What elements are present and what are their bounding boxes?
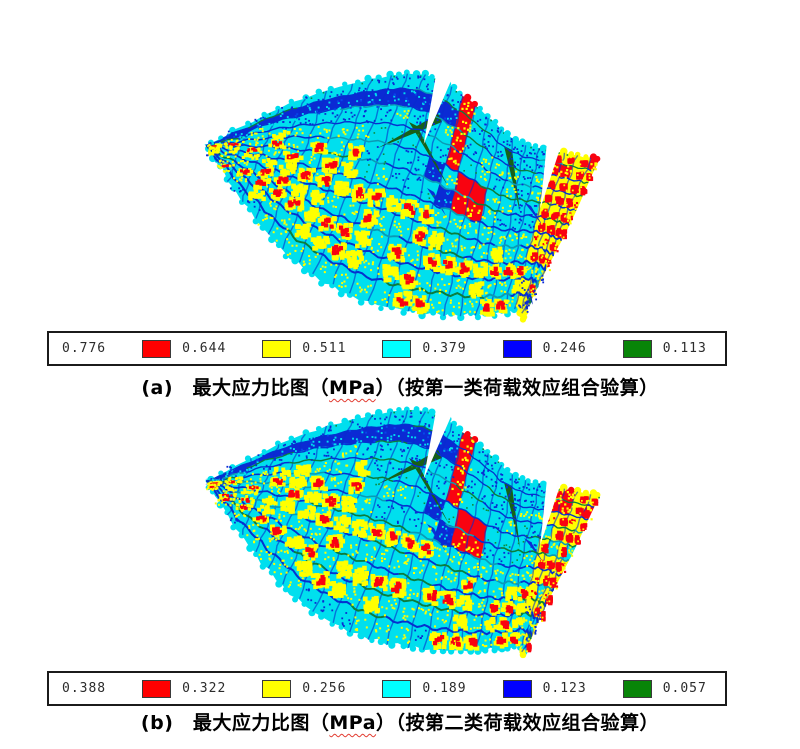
legend-item: 0.379	[382, 339, 467, 358]
legend-color-swatch	[502, 679, 532, 698]
legend-item: 0.776	[62, 341, 106, 356]
legend-item: 0.322	[142, 679, 227, 698]
stress-ratio-contour-plot-a	[183, 52, 623, 328]
legend-color-swatch	[142, 339, 172, 358]
legend-color-swatch	[262, 679, 292, 698]
legend-color-swatch	[262, 339, 292, 358]
legend-item: 0.511	[262, 339, 347, 358]
legend-item: 0.388	[62, 681, 106, 696]
legend-color-swatch	[622, 339, 652, 358]
caption-b-text-suffix: ）（按第二类荷载效应组合验算）	[376, 712, 660, 734]
stress-ratio-contour-plot-b	[183, 388, 623, 664]
legend-color-swatch	[142, 679, 172, 698]
legend-value: 0.246	[542, 341, 587, 356]
legend-a: 0.776 0.644 0.511 0.379 0.246 0.113	[47, 331, 727, 366]
legend-color-swatch	[382, 679, 412, 698]
caption-b-unit-mpa: MPa	[329, 712, 377, 734]
legend-item: 0.246	[502, 339, 587, 358]
legend-item: 0.256	[262, 679, 347, 698]
legend-color-swatch	[382, 339, 412, 358]
legend-value: 0.123	[542, 681, 587, 696]
legend-item: 0.189	[382, 679, 467, 698]
legend-item: 0.644	[142, 339, 227, 358]
legend-value: 0.256	[302, 681, 347, 696]
legend-color-swatch	[502, 339, 532, 358]
caption-b-text: (b) 最大应力比图（	[140, 712, 330, 734]
legend-value: 0.776	[62, 341, 107, 356]
legend-value: 0.644	[182, 341, 227, 356]
legend-value: 0.388	[62, 681, 107, 696]
legend-b: 0.388 0.322 0.256 0.189 0.123 0.057	[47, 671, 727, 706]
legend-value: 0.057	[662, 681, 707, 696]
legend-item: 0.113	[622, 339, 707, 358]
legend-item: 0.057	[622, 679, 707, 698]
legend-value: 0.113	[662, 341, 707, 356]
legend-value: 0.511	[302, 341, 347, 356]
legend-item: 0.123	[502, 679, 587, 698]
legend-color-swatch	[622, 679, 652, 698]
legend-value: 0.322	[182, 681, 227, 696]
legend-value: 0.379	[422, 341, 467, 356]
legend-value: 0.189	[422, 681, 467, 696]
figure-b-caption: (b) 最大应力比图（MPa）（按第二类荷载效应组合验算）	[0, 710, 800, 736]
